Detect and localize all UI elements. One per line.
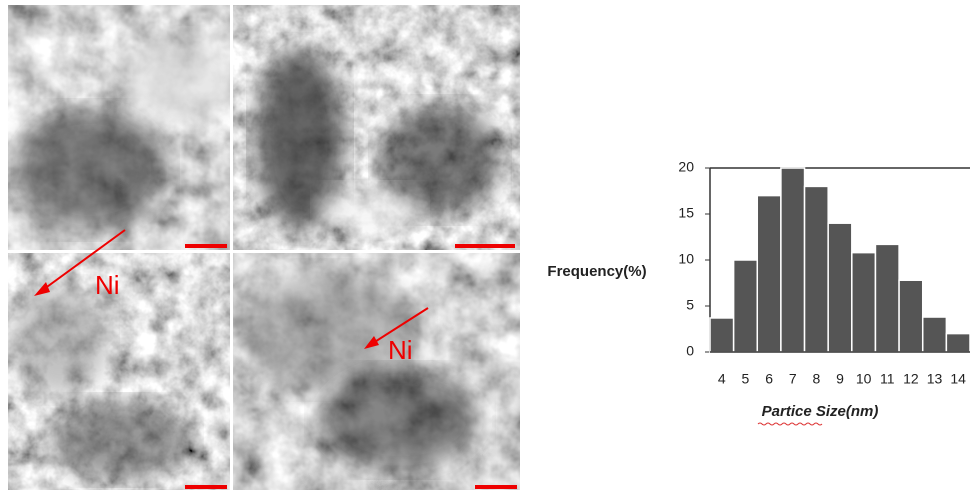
bar xyxy=(875,244,899,352)
y-tick-label: 20 xyxy=(678,159,694,175)
x-tick-label: 10 xyxy=(856,371,872,387)
annotation: Ni xyxy=(388,335,413,365)
x-tick-label: 7 xyxy=(789,371,797,387)
spellcheck-underline xyxy=(758,423,822,425)
y-tick-label: 15 xyxy=(678,205,694,221)
x-tick-label: 4 xyxy=(718,371,726,387)
y-tick-label: 10 xyxy=(678,251,694,267)
x-tick-label: 9 xyxy=(836,371,844,387)
bar xyxy=(734,260,758,352)
x-tick-label: 13 xyxy=(927,371,943,387)
x-tick-label: 5 xyxy=(742,371,750,387)
x-tick-label: 14 xyxy=(950,371,966,387)
x-axis-label: Partice Size(nm) xyxy=(762,403,879,420)
y-tick-label: 0 xyxy=(686,343,694,359)
page: {"chart_data": {"type": "bar", "x_label"… xyxy=(0,0,971,491)
bar xyxy=(805,186,829,352)
x-tick-label: 12 xyxy=(903,371,919,387)
figure: Ni Ni Frequency(%) Partice Size(nm) 0 5 10… xyxy=(0,0,971,491)
bar xyxy=(710,318,734,352)
bar xyxy=(781,168,805,352)
x-tick-label: 11 xyxy=(880,371,895,387)
bar xyxy=(757,196,781,352)
bar xyxy=(923,317,947,352)
y-tick-label: 5 xyxy=(686,297,694,313)
x-tick-label: 8 xyxy=(812,371,820,387)
bar xyxy=(828,223,852,352)
x-tick-label: 6 xyxy=(765,371,773,387)
tem-panels: Ni Ni xyxy=(8,5,520,490)
y-axis-label: Frequency(%) xyxy=(547,263,646,280)
bar xyxy=(946,334,970,352)
annotation: Ni xyxy=(95,270,120,300)
bar xyxy=(852,253,876,352)
bar xyxy=(899,280,923,352)
